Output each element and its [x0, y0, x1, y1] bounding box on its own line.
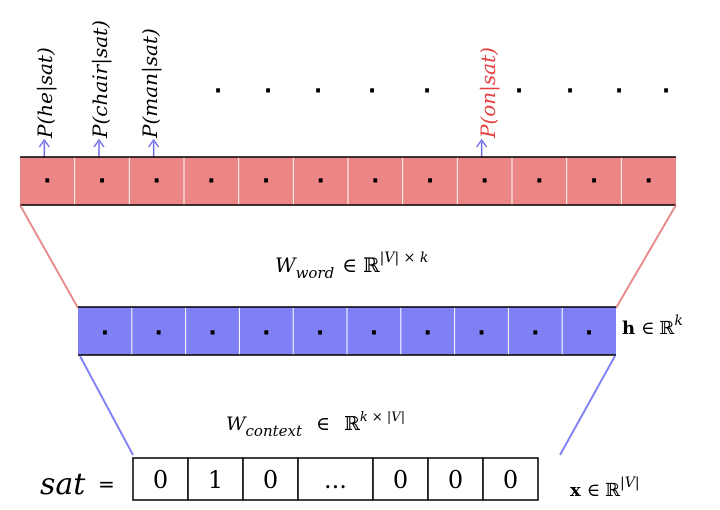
ellipsis-dots: · · · · · · · · · — [214, 79, 670, 104]
input-label-space: ℝ — [605, 480, 621, 501]
hidden-cell: · — [101, 321, 109, 346]
output-arrows — [38, 138, 488, 157]
input-cell-value: 0 — [153, 466, 168, 494]
output-layer: · · · · · · · · · · · · — [20, 156, 676, 206]
ellipsis-dot: · — [423, 79, 431, 104]
hidden-cell: · — [208, 321, 216, 346]
output-cell: · — [262, 169, 270, 194]
blue-connector-left — [79, 355, 134, 456]
word-matrix-space: ℝ — [363, 253, 380, 277]
hidden-cell: · — [155, 321, 163, 346]
svg-text:h∈ℝk: h ∈ ℝk — [622, 313, 683, 339]
hidden-label-space: ℝ — [659, 318, 675, 339]
ellipsis-dot: · — [662, 79, 670, 104]
hidden-cell: · — [316, 321, 324, 346]
context-matrix-symbol: W — [226, 413, 247, 435]
word-matrix-subscript: word — [296, 264, 335, 282]
hidden-cell: · — [477, 321, 485, 346]
input-cell — [372, 457, 429, 501]
input-label-relation: ∈ — [587, 480, 600, 501]
hidden-label: h ∈ ℝk — [622, 313, 683, 339]
output-cell: · — [43, 169, 51, 194]
input-label-vector: x — [570, 480, 581, 501]
output-label-man: P(man|sat) — [138, 28, 163, 139]
input-cell — [187, 457, 244, 501]
hidden-layer: · · · · · · · · · · — [78, 306, 616, 356]
red-connector-left — [19, 204, 79, 309]
hidden-label-superscript: k — [674, 313, 682, 329]
input-cell-value: ... — [324, 466, 347, 494]
hidden-label-relation: ∈ — [641, 318, 654, 339]
output-label-chair: P(chair|sat) — [88, 20, 113, 139]
hidden-label-vector: h — [622, 318, 635, 339]
input-label: x ∈ ℝ|V| — [570, 475, 640, 501]
input-cell-value: 0 — [448, 466, 463, 494]
hidden-cell: · — [370, 321, 378, 346]
ellipsis-dot: · — [515, 79, 523, 104]
output-arrowhead — [476, 138, 488, 148]
input-cell-value: 0 — [393, 466, 408, 494]
output-arrowhead — [38, 138, 50, 148]
input-vector: 0 1 0... 0 0 0 — [132, 457, 539, 501]
input-cell — [297, 457, 374, 501]
ellipsis-dot: · — [566, 79, 574, 104]
ellipsis-dot: · — [314, 79, 322, 104]
input-label-superscript: |V| — [620, 475, 640, 491]
context-matrix-superscript: k × |V| — [360, 410, 405, 425]
input-equals: = — [98, 472, 115, 496]
input-cell — [242, 457, 299, 501]
context-matrix-space: ℝ — [344, 413, 360, 435]
context-matrix-relation: ∈ — [316, 413, 330, 435]
svg-text:x∈ℝ|V|: x ∈ ℝ|V| — [570, 475, 640, 501]
input-cell — [427, 457, 484, 501]
context-matrix-subscript: context — [246, 422, 303, 440]
input-word: sat — [40, 467, 86, 502]
output-label-on: P(on|sat) — [476, 47, 501, 139]
output-cell: · — [316, 169, 324, 194]
svg-text:Wcontext∈ℝk × |V|: Wcontext ∈ ℝk × |V| — [226, 410, 405, 440]
ellipsis-dot: · — [615, 79, 623, 104]
output-arrowhead — [93, 138, 105, 148]
input-cell-value: 0 — [263, 466, 278, 494]
red-connector-right — [615, 204, 677, 309]
ellipsis-dot: · — [368, 79, 376, 104]
output-cell: · — [426, 169, 434, 194]
output-cell: · — [535, 169, 543, 194]
output-label-he: P(he|sat) — [33, 47, 58, 139]
context-matrix-label: Wcontext ∈ ℝk × |V| — [226, 410, 405, 440]
hidden-cell: · — [262, 321, 270, 346]
hidden-cell: · — [531, 321, 539, 346]
output-cell: · — [152, 169, 160, 194]
output-arrowhead — [148, 138, 160, 148]
output-cell: · — [207, 169, 215, 194]
output-cell: · — [480, 169, 488, 194]
blue-connector-right — [559, 355, 616, 456]
output-cell: · — [371, 169, 379, 194]
input-cell — [482, 457, 539, 501]
output-labels: P(he|sat) P(chair|sat) P(man|sat) P(on|s… — [33, 20, 501, 139]
hidden-cell: · — [585, 321, 593, 346]
word-matrix-symbol: W — [275, 253, 297, 277]
hidden-cell: · — [424, 321, 432, 346]
output-cell: · — [590, 169, 598, 194]
word-matrix-relation: ∈ — [342, 253, 357, 277]
word-matrix-superscript: |V| × k — [380, 250, 429, 266]
output-cell: · — [644, 169, 652, 194]
ellipsis-dot: · — [264, 79, 272, 104]
input-cell-value: 1 — [208, 466, 223, 494]
word-matrix-label: Wword ∈ ℝ|V| × k — [275, 250, 428, 282]
input-cell-value: 0 — [503, 466, 518, 494]
output-cell: · — [98, 169, 106, 194]
svg-text:Wword∈ℝ|V| × k: Wword ∈ ℝ|V| × k — [275, 250, 428, 282]
ellipsis-dot: · — [214, 79, 222, 104]
